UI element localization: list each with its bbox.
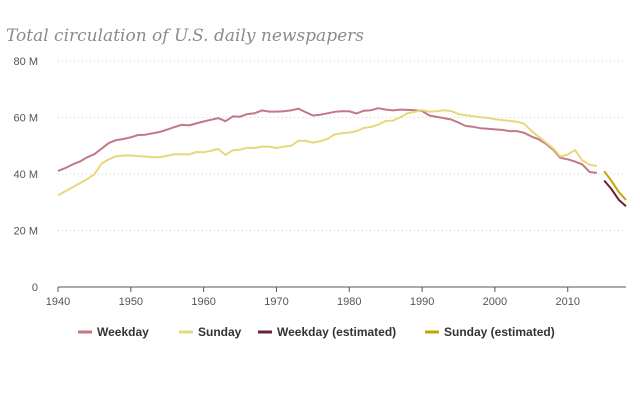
x-tick-label: 1970 <box>264 296 288 308</box>
legend-label: Sunday <box>198 325 242 339</box>
legend-item-sunday: Sunday <box>179 325 242 339</box>
y-tick-label: 80 M <box>14 56 38 68</box>
y-tick-label: 0 <box>32 282 38 294</box>
y-axis-ticks: 0 20 M 40 M 60 M 80 M <box>14 56 38 294</box>
x-tick-label: 1940 <box>46 296 70 308</box>
x-tick-label: 1950 <box>119 296 143 308</box>
series-line-weekday-estimated <box>603 179 627 207</box>
legend-label: Sunday (estimated) <box>444 325 555 339</box>
x-tick-label: 2010 <box>556 296 580 308</box>
y-tick-label: 60 M <box>14 113 38 125</box>
x-tick-label: 2000 <box>483 296 507 308</box>
legend-label: Weekday <box>97 325 149 339</box>
legend: Weekday Sunday Weekday (estimated) Sunday (… <box>78 325 555 339</box>
series-line-weekday <box>57 107 598 174</box>
x-tick-label: 1990 <box>410 296 434 308</box>
legend-item-weekday: Weekday <box>78 325 149 339</box>
grid-lines <box>58 60 626 288</box>
x-tick-label: 1980 <box>337 296 361 308</box>
series-line-sunday-estimated <box>603 170 627 201</box>
x-axis-ticks: 1940 1950 1960 1970 1980 1990 2000 2010 <box>46 287 580 308</box>
series-line-sunday <box>57 109 598 197</box>
series-lines <box>57 107 627 207</box>
legend-item-sunday-estimated: Sunday (estimated) <box>425 325 555 339</box>
y-tick-label: 20 M <box>14 226 38 238</box>
legend-label: Weekday (estimated) <box>277 325 396 339</box>
legend-item-weekday-estimated: Weekday (estimated) <box>258 325 396 339</box>
y-tick-label: 40 M <box>14 169 38 181</box>
x-tick-label: 1960 <box>191 296 215 308</box>
chart-title: Total circulation of U.S. daily newspape… <box>6 26 364 46</box>
